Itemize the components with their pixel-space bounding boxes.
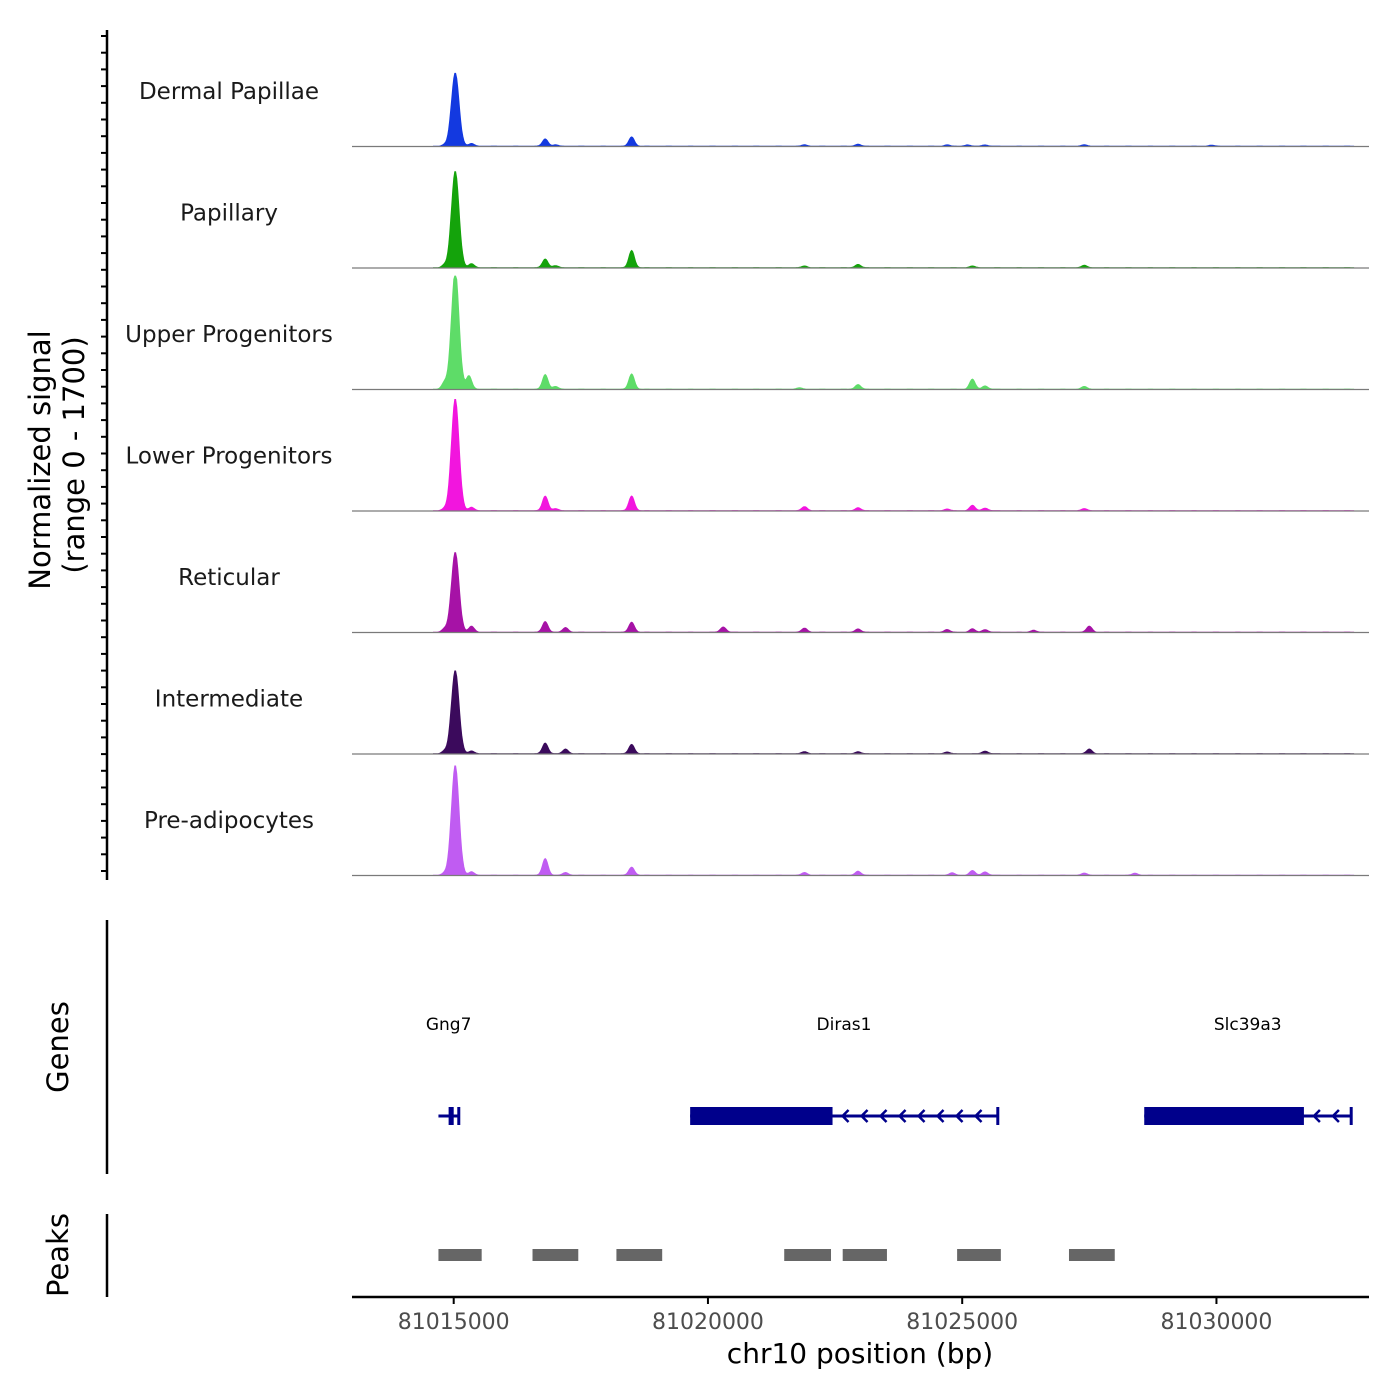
track-label: Pre-adipocytes <box>144 808 314 834</box>
peak-region <box>616 1249 663 1261</box>
track-label: Papillary <box>180 201 278 227</box>
gene-exon-block <box>1144 1107 1304 1125</box>
coverage-track: Upper Progenitors <box>125 275 1369 391</box>
gene-track: Gng7 Diras1 Slc39a3 <box>426 1015 1353 1125</box>
gene-model: Slc39a3 <box>1144 1015 1353 1125</box>
x-tick-label: 81025000 <box>906 1310 1018 1335</box>
gene-label: Slc39a3 <box>1214 1015 1282 1035</box>
coverage-track: Intermediate <box>155 670 1369 755</box>
strand-arrow <box>878 1109 888 1123</box>
x-tick-label: 81020000 <box>652 1310 764 1335</box>
coverage-y-label-line1: Normalized signal <box>23 330 57 589</box>
gene-exon-block <box>448 1107 454 1125</box>
peak-region <box>957 1249 1001 1261</box>
track-label: Upper Progenitors <box>125 322 333 348</box>
signal-area <box>433 765 1355 876</box>
x-axis-label: chr10 position (bp) <box>727 1337 993 1370</box>
coverage-track: Pre-adipocytes <box>144 765 1369 877</box>
coverage-track: Dermal Papillae <box>139 72 1369 148</box>
strand-arrow <box>916 1109 926 1123</box>
peak-region <box>784 1249 832 1261</box>
coverage-track: Reticular <box>178 552 1369 634</box>
strand-arrow <box>859 1109 869 1123</box>
track-label: Intermediate <box>155 687 303 713</box>
coverage-y-label-line2: (range 0 - 1700) <box>57 336 91 573</box>
coverage-tracks: Dermal Papillae Papillary Upper Progenitor… <box>125 72 1369 877</box>
signal-area <box>433 275 1355 390</box>
strand-arrow <box>840 1109 850 1123</box>
gene-model: Diras1 <box>690 1015 1000 1125</box>
strand-arrow <box>973 1109 983 1123</box>
strand-arrow <box>935 1109 945 1123</box>
strand-arrow <box>897 1109 907 1123</box>
peak-region <box>438 1249 482 1261</box>
peak-region <box>842 1249 887 1261</box>
coverage-y-ticks <box>101 35 107 872</box>
genes-y-label: Genes <box>41 1001 75 1093</box>
strand-arrow <box>1312 1109 1321 1123</box>
peak-track <box>438 1249 1115 1261</box>
signal-area <box>433 670 1355 755</box>
coverage-track: Lower Progenitors <box>126 399 1369 512</box>
signal-area <box>433 399 1355 512</box>
strand-arrow <box>1331 1109 1340 1123</box>
coverage-track: Papillary <box>180 171 1369 269</box>
signal-area <box>433 171 1355 269</box>
track-label: Lower Progenitors <box>126 444 333 470</box>
signal-area <box>433 552 1355 633</box>
x-tick-label: 81030000 <box>1160 1310 1272 1335</box>
x-tick-label: 81015000 <box>398 1310 510 1335</box>
signal-area <box>433 72 1355 147</box>
gene-label: Gng7 <box>426 1015 472 1035</box>
strand-arrow <box>954 1109 964 1123</box>
gene-model: Gng7 <box>426 1015 472 1125</box>
gene-exon-block <box>690 1107 833 1125</box>
gene-label: Diras1 <box>817 1015 872 1035</box>
x-axis-ticks: 81015000 81020000 81025000 81030000 <box>398 1297 1272 1335</box>
peak-region <box>532 1249 579 1261</box>
peak-region <box>1068 1249 1115 1261</box>
peaks-y-label: Peaks <box>41 1213 75 1297</box>
track-label: Dermal Papillae <box>139 79 319 105</box>
track-label: Reticular <box>178 565 280 591</box>
